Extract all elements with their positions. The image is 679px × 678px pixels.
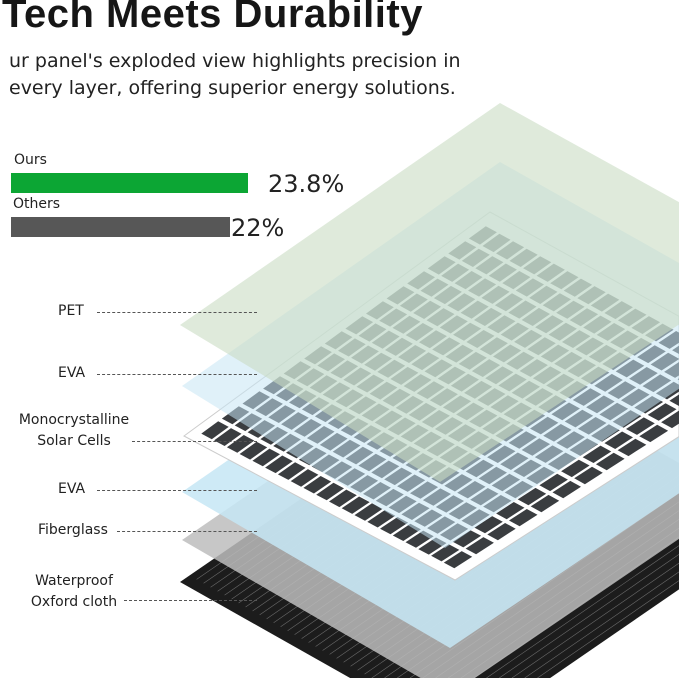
solar-cell [647, 403, 677, 421]
bar-others [11, 217, 231, 237]
bar-ours [11, 173, 248, 193]
leader-line [117, 531, 257, 532]
solar-cell [509, 509, 538, 527]
solar-cell [316, 482, 344, 501]
solar-cell [354, 503, 383, 521]
layer-label-line: Monocrystalline [18, 412, 130, 428]
bar-label-others: Others [13, 196, 61, 212]
leader-line [97, 490, 257, 491]
solar-cell [552, 480, 581, 499]
solar-cell [452, 530, 482, 548]
solar-cell [582, 445, 612, 463]
solar-cell [265, 455, 293, 474]
solar-cell [539, 473, 568, 492]
solar-cell [277, 462, 306, 480]
solar-cell [639, 424, 669, 443]
solar-cell [239, 441, 268, 460]
bar-value-others: 22% [231, 214, 285, 242]
oxford-stitch-line [537, 580, 679, 678]
solar-cell [290, 469, 319, 487]
solar-cell [329, 489, 357, 508]
oxford-stitch-line [511, 562, 679, 678]
oxford-stitch-line [499, 554, 679, 678]
bar-label-ours: Ours [14, 152, 47, 168]
layer-pet [180, 103, 679, 482]
leader-line [132, 441, 257, 442]
solar-cell [341, 496, 370, 514]
layer-label-fiberglass: Fiberglass [38, 522, 108, 538]
bar-value-ours: 23.8% [268, 170, 345, 198]
page-title: Tech Meets Durability [2, 0, 423, 36]
solar-cell [367, 510, 396, 528]
solar-cell [496, 502, 525, 520]
oxford-stitch-line [486, 545, 679, 678]
solar-cell [487, 523, 516, 541]
solar-cell [465, 537, 494, 555]
solar-cell [561, 459, 590, 478]
layer-label-line: Solar Cells [37, 433, 111, 449]
solar-cell [617, 438, 647, 457]
solar-cell [431, 544, 460, 562]
subtitle: ur panel's exploded view highlights prec… [9, 50, 461, 99]
solar-cell [530, 494, 560, 513]
leader-line [97, 312, 257, 313]
layer-label-eva-bottom: EVA [58, 481, 86, 497]
solar-cell [517, 487, 547, 506]
solar-cell [380, 517, 409, 535]
solar-cell [626, 417, 655, 435]
solar-cell [661, 410, 679, 429]
solar-cell [201, 421, 229, 440]
solar-cell [474, 516, 503, 534]
leader-line [124, 600, 257, 601]
layer-label-cells: Monocrystalline Solar Cells [14, 410, 134, 452]
solar-cell [604, 431, 633, 449]
layer-label-oxford: Waterproof Oxford cloth [24, 571, 124, 613]
solar-cell [303, 476, 332, 494]
solar-cell [669, 394, 679, 406]
solar-cell [595, 452, 625, 471]
solar-cell [574, 466, 603, 485]
solar-cell [252, 448, 280, 467]
layer-label-eva-top: EVA [58, 365, 86, 381]
solar-cell [443, 551, 473, 569]
layer-label-line: Oxford cloth [30, 594, 118, 610]
layer-label-line: Waterproof [35, 573, 113, 589]
oxford-stitch-line [524, 571, 679, 678]
layer-label-pet: PET [58, 303, 84, 319]
leader-line [97, 374, 257, 375]
solar-cell [226, 435, 255, 453]
